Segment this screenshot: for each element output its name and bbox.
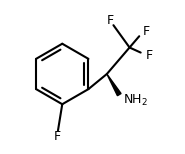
Text: F: F (53, 130, 60, 143)
Polygon shape (107, 74, 121, 96)
Text: NH$_2$: NH$_2$ (123, 93, 148, 108)
Text: F: F (146, 49, 153, 62)
Text: F: F (143, 25, 150, 38)
Text: F: F (106, 14, 113, 27)
